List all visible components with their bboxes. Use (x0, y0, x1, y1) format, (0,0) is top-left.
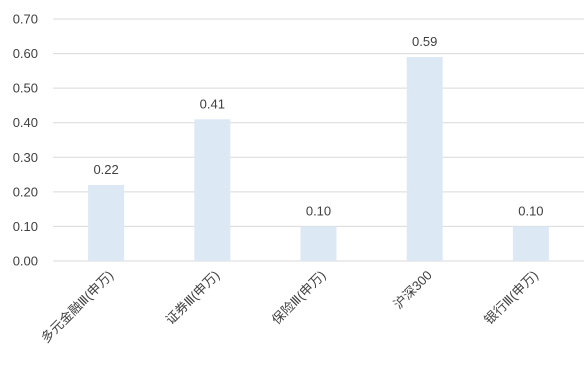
bar (512, 226, 549, 261)
y-axis-tick-labels: 0.00 0.10 0.20 0.30 0.40 0.50 0.60 0.70 (13, 12, 38, 269)
y-tick-label: 0.50 (13, 81, 38, 96)
gridlines (53, 18, 584, 262)
x-tick-label: 证券Ⅲ(申万) (163, 268, 223, 328)
data-labels: 0.22 0.41 0.10 0.59 0.10 (93, 34, 543, 218)
x-tick-label: 沪深300 (390, 268, 434, 312)
bar (406, 57, 443, 262)
bar (88, 184, 125, 261)
data-label: 0.10 (306, 203, 331, 218)
bar (300, 226, 337, 261)
bar (194, 119, 231, 261)
y-tick-label: 0.30 (13, 150, 38, 165)
y-tick-label: 0.10 (13, 219, 38, 234)
y-tick-label: 0.60 (13, 46, 38, 61)
y-tick-label: 0.20 (13, 184, 38, 199)
data-label: 0.10 (518, 203, 543, 218)
bars (88, 57, 549, 262)
data-label: 0.22 (93, 162, 118, 177)
x-tick-label: 多元金融Ⅲ(申万) (38, 268, 116, 346)
x-tick-label: 银行Ⅲ(申万) (481, 268, 541, 328)
data-label: 0.59 (412, 34, 437, 49)
x-tick-label: 保险Ⅲ(申万) (269, 268, 329, 328)
y-tick-label: 0.00 (13, 254, 38, 269)
x-axis-tick-labels: 多元金融Ⅲ(申万) 证券Ⅲ(申万) 保险Ⅲ(申万) 沪深300 银行Ⅲ(申万) (38, 268, 541, 346)
data-label: 0.41 (200, 96, 225, 111)
y-tick-label: 0.40 (13, 115, 38, 130)
y-tick-label: 0.70 (13, 12, 38, 27)
